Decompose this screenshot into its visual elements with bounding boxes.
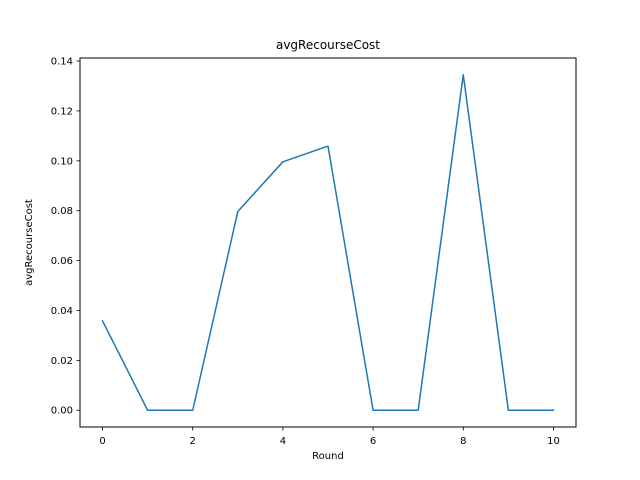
y-tick-label: 0.04 — [51, 306, 73, 317]
x-axis-ticks: 0 2 4 6 8 10 — [99, 427, 560, 447]
y-axis-ticks: 0.00 0.02 0.04 0.06 0.08 0.10 0.12 0.14 — [51, 57, 80, 417]
y-tick-label: 0.12 — [51, 106, 73, 117]
y-tick-label: 0.06 — [51, 256, 73, 267]
y-axis-label: avgRecourseCost — [24, 199, 35, 286]
y-tick-label: 0.02 — [51, 356, 73, 367]
x-tick-label: 8 — [460, 436, 466, 447]
y-tick-label: 0.14 — [51, 57, 73, 68]
y-tick-label: 0.08 — [51, 206, 73, 217]
x-tick-label: 6 — [370, 436, 376, 447]
series-layer — [101, 74, 555, 411]
series-line-0 — [101, 74, 555, 411]
plot-area — [80, 58, 576, 427]
x-tick-label: 4 — [280, 436, 286, 447]
plot-frame — [79, 57, 577, 428]
y-tick-label: 0.10 — [51, 156, 73, 167]
chart-title: avgRecourseCost — [276, 38, 380, 52]
x-tick-label: 10 — [547, 436, 560, 447]
x-tick-label: 2 — [190, 436, 196, 447]
x-tick-label: 0 — [99, 436, 105, 447]
y-tick-label: 0.00 — [51, 406, 73, 417]
x-axis-label: Round — [312, 451, 344, 462]
